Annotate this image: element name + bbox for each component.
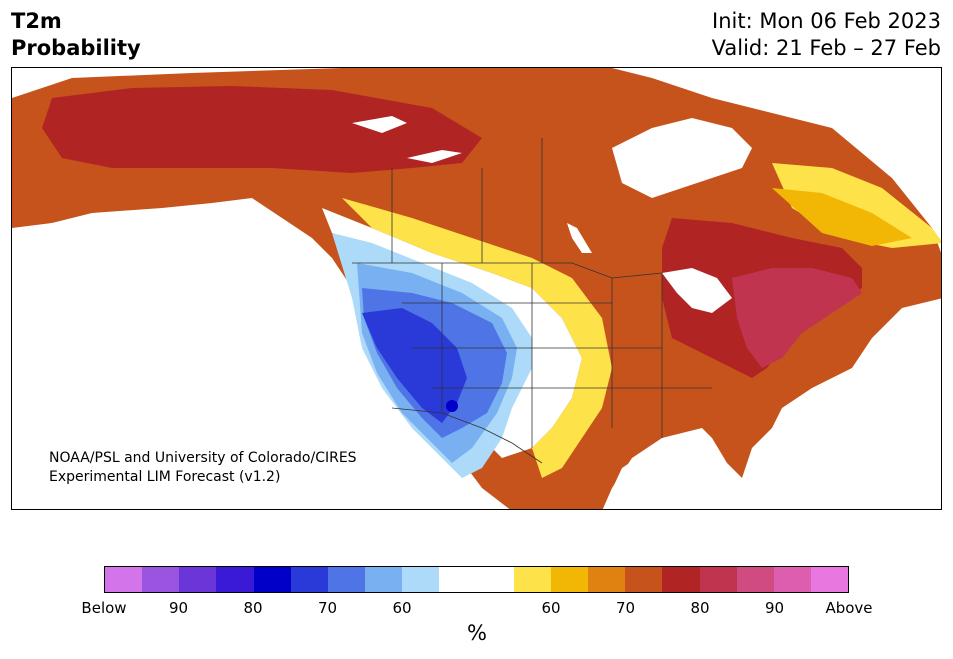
colorbar-segment: [142, 567, 180, 592]
colorbar-segment: [513, 567, 551, 592]
colorbar-segment: [625, 567, 663, 592]
colorbar-segment: [439, 567, 477, 592]
region-below-75-southwest: [362, 308, 467, 423]
colorbar-segment: [699, 567, 737, 592]
lake-winnipeg: [567, 223, 592, 253]
colorbar-segment: [736, 567, 774, 592]
region-above-60-plains: [342, 198, 612, 478]
colorbar-segment: [662, 567, 700, 592]
region-below-80-arizona: [446, 400, 458, 412]
color-scale-legend: [104, 566, 849, 593]
title-line-probability: Probability: [11, 36, 141, 60]
colorbar-segment: [476, 567, 514, 592]
gulf-of-mexico: [602, 438, 742, 509]
map-panel: NOAA/PSL and University of Colorado/CIRE…: [11, 67, 942, 510]
region-above-65-quebec: [772, 188, 912, 246]
colorbar-tick-label: Above: [825, 599, 873, 617]
colorbar-tick-label: 90: [168, 599, 189, 617]
colorbar-tick-label: 70: [317, 599, 338, 617]
credit-line-2: Experimental LIM Forecast (v1.2): [49, 469, 281, 485]
forecast-dates: Init: Mon 06 Feb 2023 Valid: 21 Feb – 27…: [712, 8, 941, 62]
unit-label: %: [467, 621, 487, 645]
colorbar-tick-label: 80: [243, 599, 263, 617]
colorbar-segment: [290, 567, 328, 592]
great-lakes: [662, 268, 732, 313]
colorbar-segment: [216, 567, 254, 592]
colorbar-tick-label: 80: [690, 599, 710, 617]
colorbar-segment: [810, 567, 849, 592]
colorbar-tick-label: 60: [541, 599, 561, 617]
region-above-80-canada: [42, 86, 482, 173]
colorbar-segment: [179, 567, 217, 592]
arctic-ocean: [712, 68, 941, 158]
hudson-bay: [612, 118, 752, 198]
credit-text: NOAA/PSL and University of Colorado/CIRE…: [49, 449, 357, 487]
init-date: Init: Mon 06 Feb 2023: [712, 9, 941, 33]
great-bear-lake: [352, 116, 407, 133]
map-title: T2m Probability: [11, 8, 141, 62]
us-mexico-border: [391, 407, 543, 464]
region-above-60-quebec: [772, 163, 941, 248]
colorbar-tick-label: 60: [392, 599, 412, 617]
north-america-map: [12, 68, 941, 509]
title-line-t2m: T2m: [11, 9, 62, 33]
colorbar-tick-label: 70: [615, 599, 636, 617]
colorbar-segment: [253, 567, 291, 592]
credit-line-1: NOAA/PSL and University of Colorado/CIRE…: [49, 450, 357, 466]
colorbar-tick-label: Below: [81, 599, 127, 617]
colorbar-segment: [327, 567, 366, 592]
valid-dates: Valid: 21 Feb – 27 Feb: [711, 36, 941, 60]
colorbar-segment: [402, 567, 440, 592]
region-above-85-northeast: [732, 268, 862, 368]
us-canada-border: [352, 262, 663, 279]
colorbar-segment: [588, 567, 626, 592]
colorbar-segment: [773, 567, 811, 592]
colorbar-tick-label: 90: [764, 599, 785, 617]
colorbar-segment: [365, 567, 403, 592]
colorbar-segment: [550, 567, 589, 592]
colorbar-segment: [105, 567, 143, 592]
pacific-ocean: [12, 208, 471, 509]
political-borders: [352, 138, 712, 464]
great-slave-lake: [407, 150, 462, 163]
